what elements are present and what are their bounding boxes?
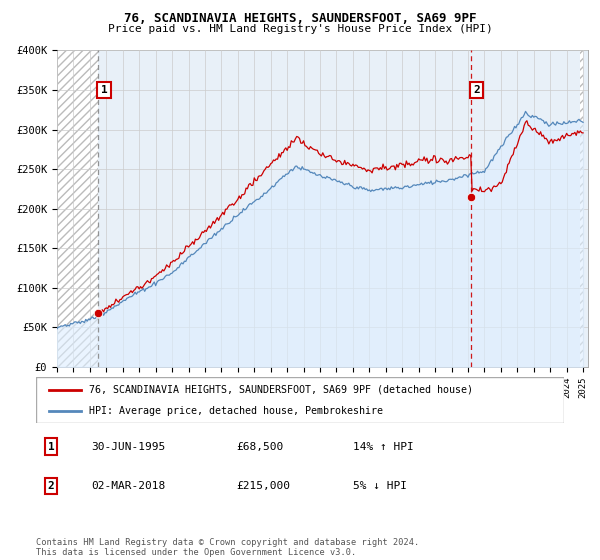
Text: 2: 2 [47, 481, 55, 491]
Text: £215,000: £215,000 [236, 481, 290, 491]
Text: 2: 2 [473, 85, 480, 95]
Text: 76, SCANDINAVIA HEIGHTS, SAUNDERSFOOT, SA69 9PF: 76, SCANDINAVIA HEIGHTS, SAUNDERSFOOT, S… [124, 12, 476, 25]
Text: Price paid vs. HM Land Registry's House Price Index (HPI): Price paid vs. HM Land Registry's House … [107, 24, 493, 34]
FancyBboxPatch shape [36, 377, 564, 423]
Text: 1: 1 [47, 441, 55, 451]
Text: 30-JUN-1995: 30-JUN-1995 [91, 441, 166, 451]
Text: Contains HM Land Registry data © Crown copyright and database right 2024.
This d: Contains HM Land Registry data © Crown c… [36, 538, 419, 557]
Text: 14% ↑ HPI: 14% ↑ HPI [353, 441, 413, 451]
Text: 1: 1 [101, 85, 107, 95]
Text: £68,500: £68,500 [236, 441, 284, 451]
Text: 76, SCANDINAVIA HEIGHTS, SAUNDERSFOOT, SA69 9PF (detached house): 76, SCANDINAVIA HEIGHTS, SAUNDERSFOOT, S… [89, 385, 473, 395]
Text: 5% ↓ HPI: 5% ↓ HPI [353, 481, 407, 491]
Text: 02-MAR-2018: 02-MAR-2018 [91, 481, 166, 491]
Text: HPI: Average price, detached house, Pembrokeshire: HPI: Average price, detached house, Pemb… [89, 407, 383, 416]
